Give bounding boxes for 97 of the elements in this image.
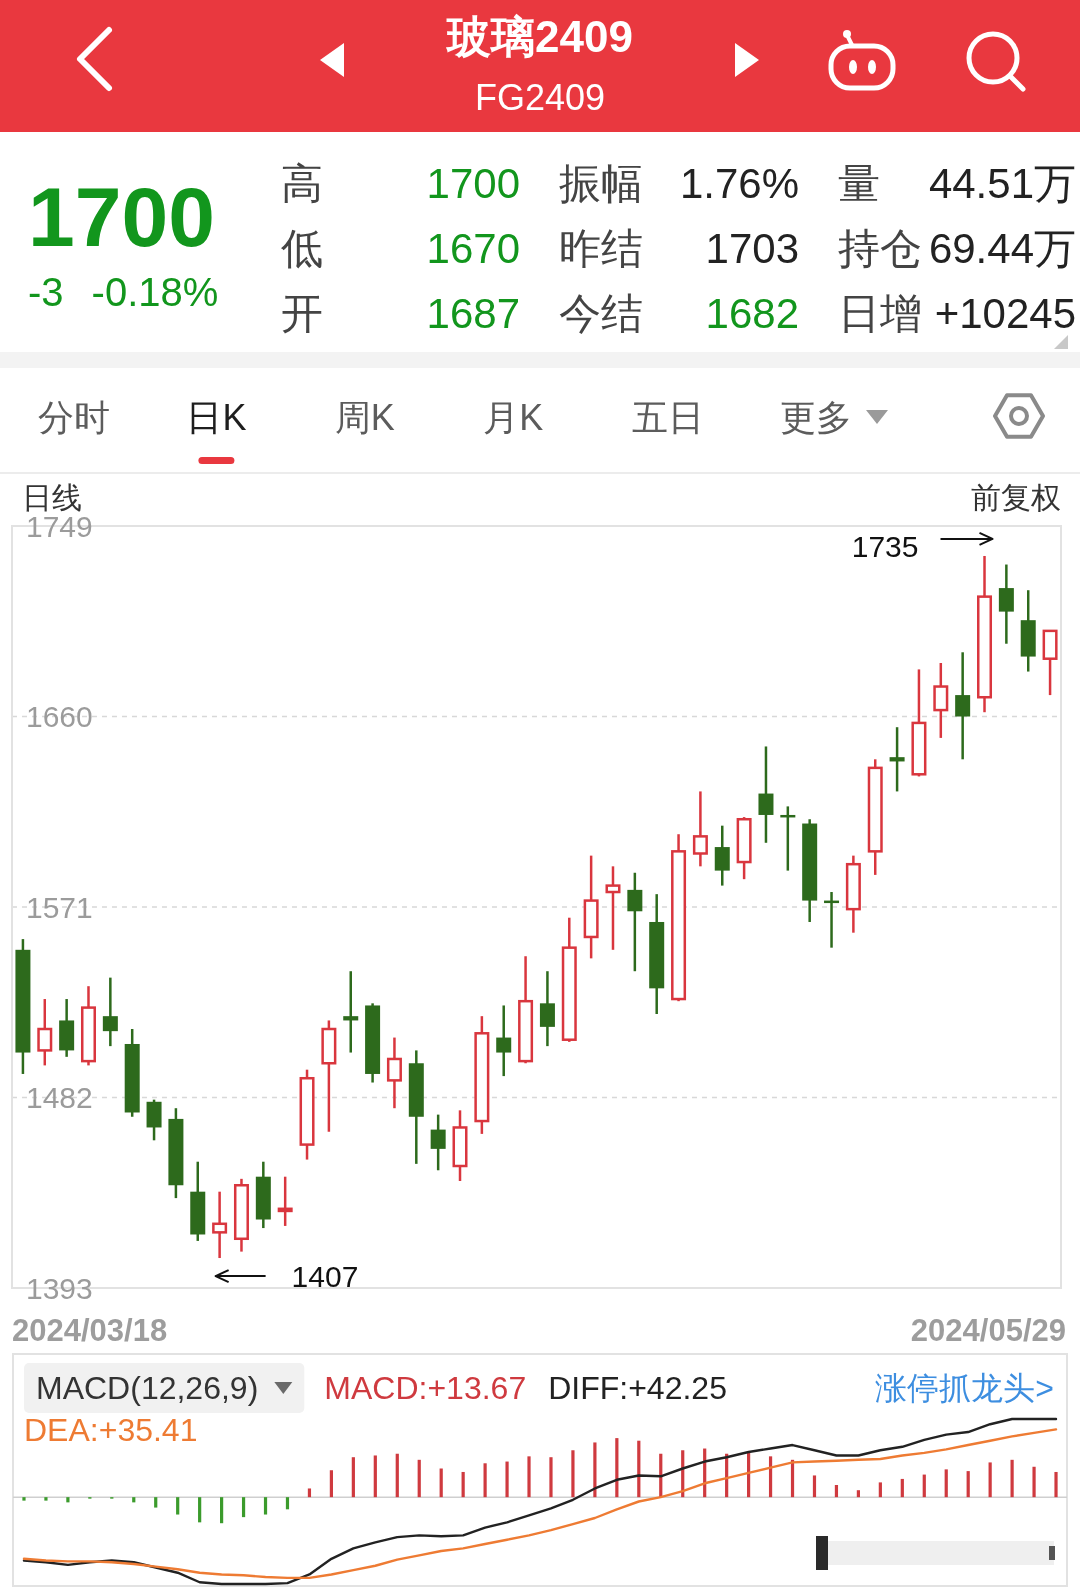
candlestick bbox=[386, 1036, 402, 1110]
text: -0.18% bbox=[91, 270, 219, 314]
text: 1700 bbox=[426, 159, 520, 207]
text: +10245 bbox=[934, 289, 1076, 337]
text: 五日 bbox=[631, 396, 704, 438]
bar bbox=[373, 1455, 377, 1498]
bar bbox=[966, 1471, 970, 1498]
text: 持仓 bbox=[838, 224, 922, 272]
text: 涨停抓龙头> bbox=[875, 1370, 1054, 1406]
text: 1682 bbox=[705, 289, 799, 337]
series-label: MACD:+13.67 bbox=[324, 1370, 527, 1406]
bar bbox=[812, 1475, 817, 1498]
bar bbox=[571, 1450, 575, 1498]
text: 1670 bbox=[426, 224, 520, 272]
candlestick bbox=[714, 824, 730, 887]
bar bbox=[395, 1453, 399, 1498]
bar bbox=[461, 1471, 465, 1498]
bar bbox=[198, 1497, 202, 1523]
text: 昨结 bbox=[559, 224, 643, 272]
bar bbox=[834, 1485, 839, 1498]
annotation: 1407 bbox=[291, 1259, 359, 1293]
text: 玻璃2409 bbox=[445, 11, 633, 61]
bar bbox=[1054, 1471, 1058, 1498]
candlestick bbox=[758, 745, 774, 845]
text: DEA:+35.41 bbox=[24, 1412, 198, 1448]
text: 日增 bbox=[838, 289, 922, 337]
bar bbox=[263, 1497, 268, 1515]
candlestick bbox=[233, 1177, 249, 1253]
y-tick-label: 1571 bbox=[26, 890, 93, 924]
text: 今结 bbox=[559, 289, 643, 337]
text: 量 bbox=[838, 159, 880, 207]
y-tick-label: 1660 bbox=[26, 700, 93, 733]
bar bbox=[505, 1461, 509, 1498]
text: 2024/03/18 bbox=[12, 1312, 168, 1348]
bar bbox=[439, 1468, 443, 1498]
text: 1700 bbox=[28, 170, 215, 264]
bar bbox=[22, 1497, 26, 1501]
annotation: 1735 bbox=[851, 530, 919, 564]
bar bbox=[241, 1497, 246, 1518]
text: 2024/05/29 bbox=[910, 1312, 1066, 1348]
candlestick bbox=[343, 969, 359, 1054]
bar bbox=[417, 1459, 421, 1498]
text: 开 bbox=[281, 289, 323, 337]
text: 更多 bbox=[780, 396, 852, 438]
series-label: DIFF:+42.25 bbox=[548, 1370, 727, 1406]
candlestick bbox=[583, 854, 599, 960]
text: 1687 bbox=[426, 289, 520, 337]
text: 1703 bbox=[705, 224, 799, 272]
candlestick bbox=[430, 1113, 446, 1172]
text: 月K bbox=[483, 396, 544, 438]
text: 69.44万 bbox=[928, 224, 1076, 272]
candlestick bbox=[539, 969, 555, 1048]
chart-title: MACD(12,26,9) bbox=[36, 1370, 259, 1406]
bar bbox=[307, 1488, 312, 1498]
bar bbox=[220, 1497, 224, 1524]
text: 周K bbox=[334, 396, 395, 438]
candlestick bbox=[845, 854, 861, 934]
bar bbox=[900, 1478, 904, 1498]
text: 低 bbox=[281, 224, 323, 272]
text: 分时 bbox=[38, 396, 110, 438]
candlestick bbox=[605, 865, 621, 952]
bar bbox=[527, 1456, 531, 1498]
bar bbox=[483, 1463, 487, 1498]
text: 前复权 bbox=[971, 480, 1061, 514]
bar bbox=[329, 1470, 333, 1498]
text: 1.76% bbox=[679, 159, 799, 207]
candlestick bbox=[692, 790, 708, 868]
text: 高 bbox=[281, 159, 323, 207]
bar bbox=[878, 1482, 882, 1498]
bar bbox=[1010, 1459, 1014, 1498]
text: -3 bbox=[28, 270, 64, 314]
bar bbox=[176, 1497, 180, 1515]
text: 日K bbox=[186, 396, 247, 438]
bar bbox=[944, 1469, 948, 1498]
bar bbox=[988, 1462, 992, 1498]
bar bbox=[549, 1457, 553, 1498]
text: 44.51万 bbox=[928, 159, 1076, 207]
bar bbox=[285, 1497, 290, 1510]
bar bbox=[1032, 1466, 1036, 1498]
candlestick bbox=[955, 651, 971, 761]
candlestick bbox=[998, 563, 1014, 645]
text: FG2409 bbox=[474, 76, 606, 118]
bar bbox=[154, 1497, 158, 1508]
bar bbox=[44, 1497, 48, 1501]
bar bbox=[922, 1474, 926, 1498]
bar bbox=[856, 1490, 860, 1498]
bar bbox=[351, 1457, 355, 1498]
candlestick bbox=[102, 976, 118, 1048]
candlestick bbox=[977, 554, 993, 714]
candlestick bbox=[627, 871, 643, 973]
candlestick bbox=[496, 1004, 512, 1078]
candlestick bbox=[212, 1190, 228, 1260]
y-tick-label: 1393 bbox=[26, 1271, 93, 1305]
text: 振幅 bbox=[559, 159, 643, 207]
y-tick-label: 1482 bbox=[26, 1081, 93, 1114]
candlestick bbox=[933, 661, 949, 740]
candlestick bbox=[889, 725, 905, 793]
